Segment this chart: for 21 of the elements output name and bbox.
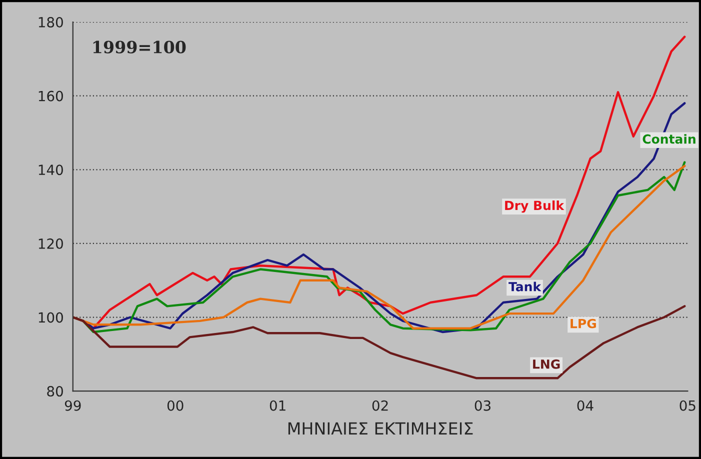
x-tick-label: 04 xyxy=(577,400,594,411)
series-label: LPG xyxy=(570,318,596,328)
y-tick-label: 120 xyxy=(38,238,63,249)
annotation: 1999=100 xyxy=(93,40,186,54)
series-label: LNG xyxy=(533,359,560,369)
y-tick-label: 80 xyxy=(47,386,63,397)
series-label: Tank xyxy=(508,282,542,292)
x-tick-label: 01 xyxy=(270,400,286,411)
x-tick-label: 03 xyxy=(474,400,490,411)
series-label: Dry Bulk xyxy=(505,200,564,213)
x-tick-label: 99 xyxy=(64,400,81,411)
x-tick-label: 05 xyxy=(680,400,696,411)
series-label: Contain xyxy=(642,134,696,144)
y-tick-label: 180 xyxy=(38,17,63,28)
y-tick-label: 160 xyxy=(38,90,63,102)
y-tick-label: 140 xyxy=(38,164,63,176)
x-tick-label: 00 xyxy=(167,400,184,411)
line-series xyxy=(72,305,686,380)
x-axis-title: ΜΗΝΙΑΙΕΣ ΕΚΤΙΜΗΣΕΙΣ xyxy=(288,422,473,435)
x-tick-label: 02 xyxy=(372,400,388,411)
y-tick-label: 100 xyxy=(38,312,63,323)
